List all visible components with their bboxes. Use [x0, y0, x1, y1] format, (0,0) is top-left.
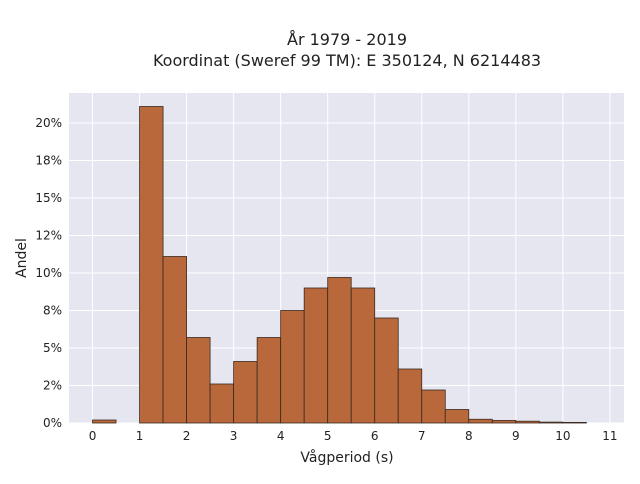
- y-axis-label: Andel: [14, 238, 30, 278]
- histogram-bar: [374, 317, 399, 424]
- histogram-bar: [139, 106, 164, 424]
- y-axis-ticks: 0% 2% 5% 8% 10% 12% 15% 18% 20%: [35, 116, 62, 430]
- x-tick-label: 0: [89, 429, 97, 443]
- x-axis-label: Vågperiod (s): [300, 449, 393, 466]
- x-tick-label: 11: [602, 429, 617, 443]
- histogram-bar: [303, 287, 329, 424]
- histogram-bar: [209, 383, 235, 424]
- histogram-bar: [327, 277, 352, 424]
- x-tick-label: 9: [512, 429, 520, 443]
- x-tick-label: 7: [418, 429, 426, 443]
- histogram-bar: [233, 361, 258, 424]
- y-tick-label: 12%: [35, 229, 62, 243]
- histogram-bar: [468, 418, 493, 424]
- x-tick-label: 5: [324, 429, 332, 443]
- x-tick-label: 3: [230, 429, 238, 443]
- histogram-bar: [421, 389, 446, 424]
- y-tick-label: 0%: [43, 416, 62, 430]
- histogram-bar: [350, 287, 376, 424]
- histogram-bar: [444, 409, 470, 424]
- x-tick-label: 6: [371, 429, 379, 443]
- chart-title-line2: Koordinat (Sweref 99 TM): E 350124, N 62…: [153, 51, 541, 70]
- histogram-bar: [538, 421, 564, 424]
- y-tick-label: 20%: [35, 116, 62, 130]
- x-tick-label: 8: [465, 429, 473, 443]
- x-tick-label: 2: [183, 429, 191, 443]
- chart-title-line1: År 1979 - 2019: [287, 30, 407, 49]
- y-tick-label: 10%: [35, 266, 62, 280]
- x-tick-label: 4: [277, 429, 285, 443]
- histogram-bar: [397, 368, 423, 424]
- histogram-bar: [186, 337, 211, 424]
- y-tick-label: 15%: [35, 191, 62, 205]
- histogram-bar: [92, 419, 117, 424]
- x-tick-label: 10: [555, 429, 570, 443]
- histogram-bar: [562, 421, 587, 424]
- x-tick-label: 1: [136, 429, 144, 443]
- histogram-bar: [162, 256, 187, 424]
- y-tick-label: 18%: [35, 154, 62, 168]
- histogram-bar: [280, 310, 305, 424]
- y-tick-label: 5%: [43, 341, 62, 355]
- histogram-bar: [515, 420, 540, 424]
- x-axis-ticks: 0 1 2 3 4 5 6 7 8 9 10 11: [89, 429, 618, 443]
- histogram-bar: [491, 420, 517, 424]
- y-tick-label: 2%: [43, 379, 62, 393]
- histogram-bar: [256, 337, 282, 424]
- y-tick-label: 8%: [43, 304, 62, 318]
- histogram-bars: [92, 106, 587, 424]
